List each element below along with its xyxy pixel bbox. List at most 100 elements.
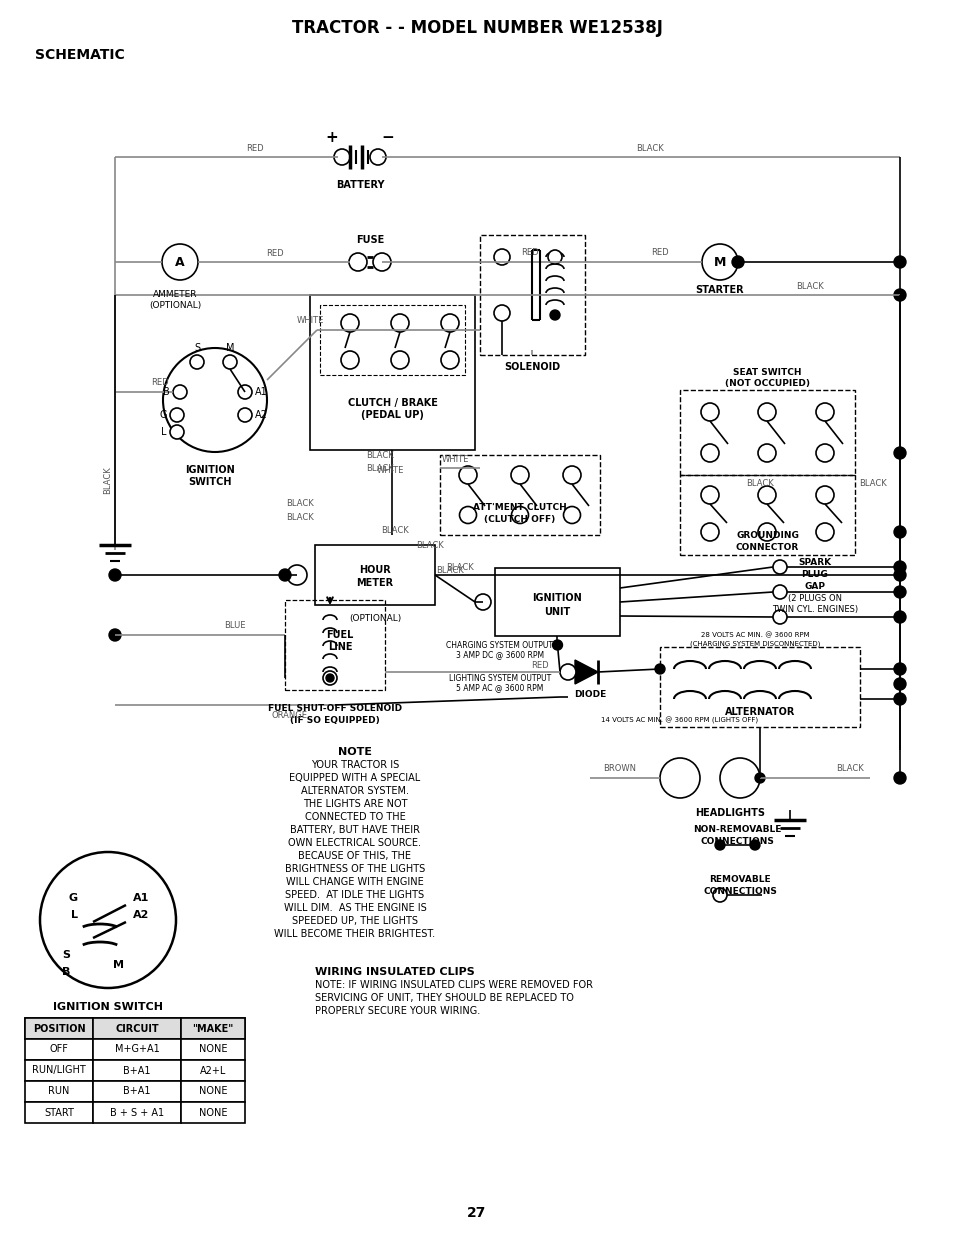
Text: (CLUTCH OFF): (CLUTCH OFF) — [484, 515, 555, 524]
Text: OFF: OFF — [50, 1045, 69, 1055]
Bar — [679, 475, 854, 555]
Text: FUEL SHUT-OFF SOLENOID: FUEL SHUT-OFF SOLENOID — [268, 704, 401, 713]
Text: WILL DIM.  AS THE ENGINE IS: WILL DIM. AS THE ENGINE IS — [283, 903, 426, 913]
Text: 27: 27 — [467, 1207, 486, 1220]
Text: REMOVABLE: REMOVABLE — [708, 876, 770, 884]
Circle shape — [109, 569, 121, 580]
Circle shape — [334, 149, 350, 165]
Circle shape — [40, 852, 175, 988]
Circle shape — [701, 245, 738, 280]
Circle shape — [893, 289, 905, 301]
Circle shape — [893, 663, 905, 676]
Text: M: M — [713, 256, 725, 268]
Circle shape — [458, 466, 476, 484]
Text: BLACK: BLACK — [381, 526, 409, 535]
Circle shape — [815, 522, 833, 541]
Text: NONE: NONE — [198, 1108, 227, 1118]
Bar — [25, 1081, 92, 1102]
Text: RED: RED — [520, 247, 538, 257]
Circle shape — [170, 408, 184, 422]
Circle shape — [459, 506, 476, 524]
Circle shape — [893, 772, 905, 784]
Circle shape — [340, 314, 358, 332]
Circle shape — [511, 466, 529, 484]
Text: WIRING INSULATED CLIPS: WIRING INSULATED CLIPS — [314, 967, 475, 977]
Circle shape — [170, 425, 184, 438]
Text: (PEDAL UP): (PEDAL UP) — [360, 410, 423, 420]
Bar — [181, 1102, 245, 1123]
Circle shape — [547, 249, 561, 264]
Text: GROUNDING: GROUNDING — [736, 531, 798, 540]
Text: WHITE: WHITE — [296, 315, 323, 325]
Circle shape — [893, 256, 905, 268]
Bar — [439, 454, 599, 535]
Text: G: G — [159, 410, 167, 420]
Circle shape — [349, 253, 367, 270]
Bar — [92, 1102, 181, 1123]
Text: BLACK: BLACK — [835, 763, 863, 773]
Circle shape — [550, 310, 559, 320]
Text: SCHEMATIC: SCHEMATIC — [35, 48, 125, 62]
Text: BLACK: BLACK — [103, 466, 112, 494]
Text: UNIT: UNIT — [544, 606, 570, 618]
Text: S: S — [193, 343, 200, 353]
Circle shape — [731, 256, 743, 268]
Circle shape — [893, 611, 905, 622]
Text: (CHARGING SYSTEM DISCONNECTED): (CHARGING SYSTEM DISCONNECTED) — [689, 641, 820, 647]
Bar — [495, 568, 619, 636]
Text: TWIN CYL. ENGINES): TWIN CYL. ENGINES) — [771, 604, 857, 614]
Text: BLACK: BLACK — [366, 451, 394, 459]
Text: BLACK: BLACK — [286, 499, 314, 508]
Text: LIGHTING SYSTEM OUTPUT: LIGHTING SYSTEM OUTPUT — [449, 673, 551, 683]
Bar — [285, 600, 385, 690]
Circle shape — [563, 506, 579, 524]
Text: (IF SO EQUIPPED): (IF SO EQUIPPED) — [290, 715, 379, 725]
Text: PROPERLY SECURE YOUR WIRING.: PROPERLY SECURE YOUR WIRING. — [314, 1007, 479, 1016]
Text: WHITE: WHITE — [375, 466, 403, 474]
Text: WHITE: WHITE — [441, 454, 468, 463]
Text: (NOT OCCUPIED): (NOT OCCUPIED) — [724, 378, 809, 388]
Text: SPEEDED UP, THE LIGHTS: SPEEDED UP, THE LIGHTS — [292, 916, 417, 926]
Circle shape — [815, 403, 833, 421]
Text: A1: A1 — [132, 893, 150, 903]
Text: +: + — [325, 130, 338, 144]
Text: IGNITION: IGNITION — [532, 593, 581, 603]
Circle shape — [373, 253, 391, 270]
Text: ATT'MENT CLUTCH: ATT'MENT CLUTCH — [473, 503, 566, 511]
Text: (OPTIONAL): (OPTIONAL) — [149, 300, 201, 310]
Text: SPARK: SPARK — [798, 557, 831, 567]
Bar — [92, 1018, 181, 1039]
Circle shape — [758, 403, 775, 421]
Text: BLACK: BLACK — [416, 541, 443, 550]
Circle shape — [700, 487, 719, 504]
Text: RED: RED — [531, 661, 548, 669]
Text: SOLENOID: SOLENOID — [504, 362, 560, 372]
Circle shape — [163, 348, 267, 452]
Text: EQUIPPED WITH A SPECIAL: EQUIPPED WITH A SPECIAL — [289, 773, 420, 783]
Polygon shape — [575, 659, 598, 684]
Text: STARTER: STARTER — [695, 285, 743, 295]
Circle shape — [758, 522, 775, 541]
Circle shape — [758, 487, 775, 504]
Text: A2: A2 — [254, 410, 268, 420]
Text: (2 PLUGS ON: (2 PLUGS ON — [787, 594, 841, 603]
Text: RED: RED — [151, 378, 169, 387]
Circle shape — [494, 249, 510, 266]
Text: IGNITION SWITCH: IGNITION SWITCH — [53, 1002, 163, 1011]
Text: ORANGE: ORANGE — [272, 710, 308, 720]
Text: NON-REMOVABLE: NON-REMOVABLE — [692, 825, 781, 835]
Circle shape — [772, 610, 786, 624]
Bar — [92, 1060, 181, 1081]
Circle shape — [511, 506, 528, 524]
Text: CONNECTED TO THE: CONNECTED TO THE — [304, 811, 405, 823]
Circle shape — [893, 561, 905, 573]
Text: RED: RED — [651, 247, 668, 257]
Text: RUN/LIGHT: RUN/LIGHT — [32, 1066, 86, 1076]
Circle shape — [440, 351, 458, 369]
Text: BATTERY, BUT HAVE THEIR: BATTERY, BUT HAVE THEIR — [290, 825, 419, 835]
Bar — [25, 1039, 92, 1060]
Text: POSITION: POSITION — [32, 1024, 85, 1034]
Text: B+A1: B+A1 — [123, 1066, 151, 1076]
Bar — [659, 647, 859, 727]
Circle shape — [754, 773, 764, 783]
